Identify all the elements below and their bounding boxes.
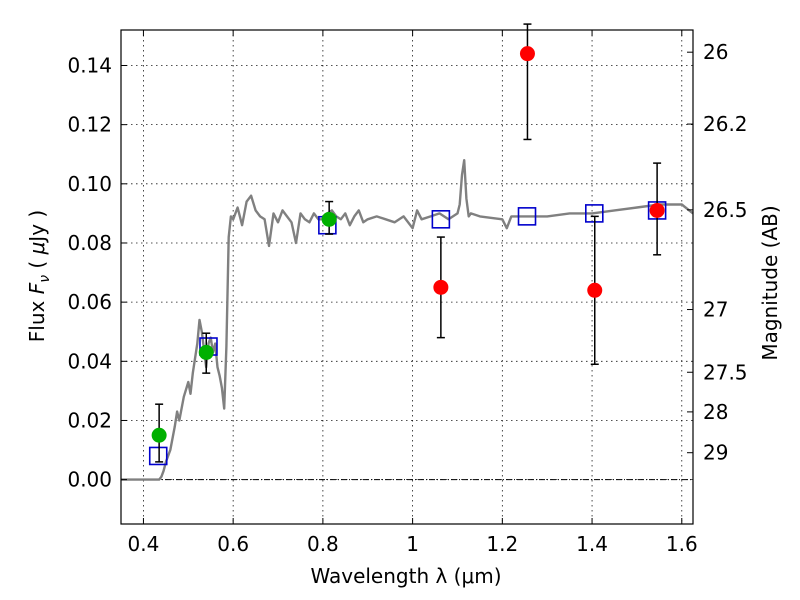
model-photometry-square <box>431 210 451 229</box>
y-axis-label-unit: Jy ) <box>25 210 49 244</box>
y-axis-label: Flux Fν ( μJy ) <box>25 210 53 342</box>
y-axis-label-subscript: ν <box>37 275 53 283</box>
y-tick-label: 0.02 <box>67 408 112 432</box>
x-axis-label: Wavelength λ (μm) <box>310 564 501 588</box>
optical-flux-point <box>198 344 214 360</box>
x-tick-label: 0.4 <box>128 532 160 556</box>
right-tick-label: 29 <box>703 441 728 465</box>
y-tick-label: 0.08 <box>67 231 112 255</box>
x-tick-label: 0.8 <box>307 532 339 556</box>
x-tick-label: 1.6 <box>666 532 698 556</box>
right-axis-label: Magnitude (AB) <box>758 205 782 360</box>
nir-flux-point <box>433 279 449 295</box>
y-tick-label: 0.12 <box>67 113 112 137</box>
model-photometry-square <box>517 207 537 226</box>
y-tick-label: 0.10 <box>67 172 112 196</box>
right-tick-label: 27 <box>703 298 728 322</box>
nir-flux-point <box>587 282 603 298</box>
y-tick-label: 0.06 <box>67 290 112 314</box>
right-tick-label: 27.5 <box>703 360 748 384</box>
y-tick-label: 0.00 <box>67 468 112 492</box>
y-axis-label-open: ( <box>25 254 49 275</box>
optical-flux-point <box>151 427 167 443</box>
x-tick-label: 1.2 <box>486 532 518 556</box>
plot-frame <box>120 29 694 525</box>
right-tick-label: 26.2 <box>703 112 748 136</box>
y-axis-label-prefix: Flux <box>25 294 49 342</box>
optical-flux-point <box>321 211 337 227</box>
y-tick-label: 0.04 <box>67 349 112 373</box>
nir-flux-point <box>519 46 535 62</box>
right-tick-label: 26 <box>703 40 728 64</box>
y-axis-label-mu: μ <box>25 242 49 256</box>
right-tick-label: 26.5 <box>703 198 748 222</box>
right-tick-label: 28 <box>703 400 728 424</box>
sed-model-curve <box>121 158 694 481</box>
x-tick-label: 1.4 <box>576 532 608 556</box>
y-tick-label: 0.14 <box>67 53 112 77</box>
x-tick-label: 1 <box>406 532 419 556</box>
axis-ticks: 0.4 0.6 0.8 1 1.2 1.4 1.6 0.00 0.02 0.04 0.06 0.08 0… <box>67 30 748 556</box>
x-tick-label: 0.6 <box>217 532 249 556</box>
y-axis-label-symbol: F <box>25 282 49 294</box>
plot-marks <box>121 23 694 481</box>
nir-flux-point <box>649 202 665 218</box>
model-photometry-square <box>148 446 168 466</box>
grid <box>121 30 693 524</box>
